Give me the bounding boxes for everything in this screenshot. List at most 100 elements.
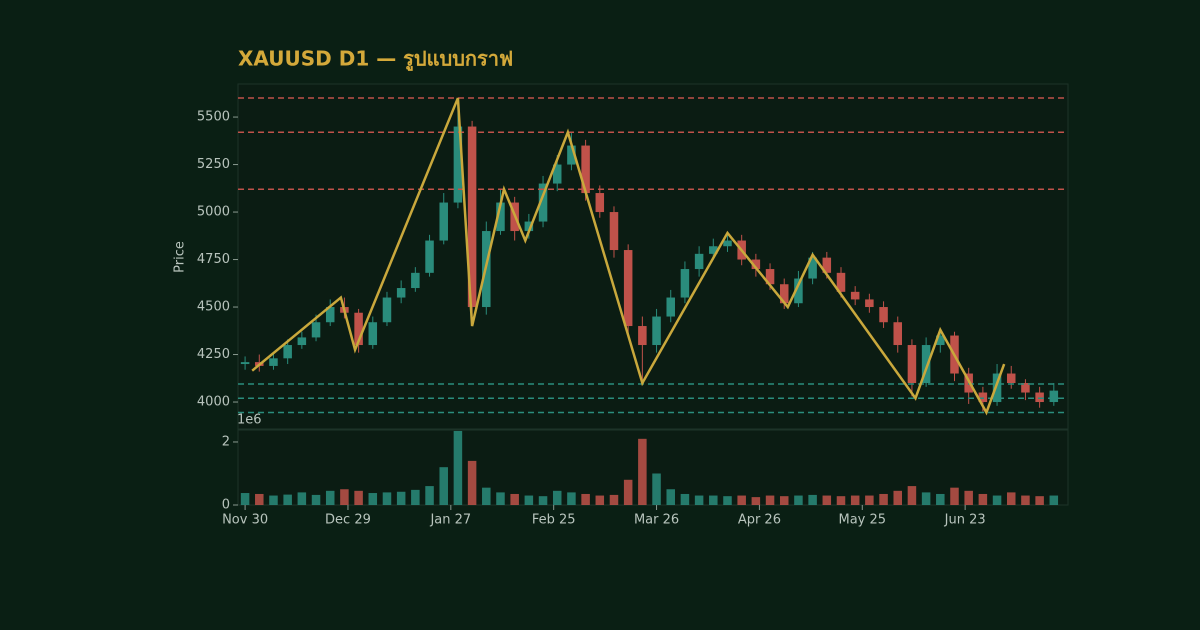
candle-body: [936, 335, 945, 346]
volume-bar: [439, 467, 448, 505]
volume-bar: [822, 495, 832, 505]
volume-bar: [496, 492, 505, 505]
candle-body: [709, 246, 718, 254]
volume-bar: [751, 497, 761, 505]
y-tick-label: 4250: [197, 347, 230, 362]
volume-bar: [325, 490, 335, 505]
x-tick-label: Mar 26: [634, 513, 679, 528]
candle-body: [368, 322, 378, 346]
volume-bar: [552, 490, 562, 505]
candle-body: [283, 345, 292, 359]
candle-body: [992, 373, 1002, 403]
volume-bar: [269, 495, 278, 505]
candle-body: [921, 345, 931, 384]
candle-body: [680, 269, 690, 298]
volume-bar: [936, 493, 945, 505]
x-tick-label: Apr 26: [738, 513, 781, 528]
candle-body: [652, 316, 661, 346]
candle-body: [567, 145, 576, 165]
volume-bar: [425, 486, 434, 505]
volume-bar: [581, 493, 590, 505]
candle-body: [538, 183, 548, 222]
volume-bar: [737, 495, 746, 505]
volume-bar: [638, 438, 647, 505]
candle-body: [311, 322, 321, 338]
volume-bar: [709, 495, 718, 505]
candle-body: [496, 202, 505, 232]
volume-bar: [794, 495, 803, 505]
candle-body: [1006, 373, 1016, 384]
candle-body: [836, 272, 846, 292]
x-tick-label: Jun 23: [944, 513, 986, 528]
volume-bar: [907, 486, 917, 505]
candle-body: [694, 253, 704, 270]
volume-offset-label: 1e6: [237, 413, 262, 428]
volume-bar: [765, 495, 775, 505]
volume-bar: [482, 487, 491, 505]
candle-body: [1035, 392, 1044, 403]
candle-body: [581, 145, 590, 194]
candle-body: [794, 278, 803, 304]
x-tick-label: May 25: [838, 513, 886, 528]
volume-bar: [723, 496, 732, 505]
candle-body: [822, 257, 832, 273]
y-tick-label: 5500: [197, 110, 230, 125]
candle-body: [1049, 390, 1059, 403]
candle-body: [396, 288, 406, 298]
x-tick-label: Dec 29: [325, 513, 371, 528]
volume-bar: [992, 495, 1002, 505]
volume-bar: [850, 495, 860, 505]
volume-bar: [368, 493, 378, 505]
volume-bar: [1049, 495, 1059, 505]
y-tick-label: 4500: [197, 300, 230, 315]
chart-title: XAUUSD D1 — รูปแบบกราฟ: [238, 47, 513, 73]
volume-bar: [595, 495, 605, 505]
volume-bar: [666, 489, 675, 505]
volume-bar: [623, 479, 633, 505]
candle-body: [879, 307, 888, 323]
volume-bar: [694, 495, 704, 505]
candle-body: [467, 126, 477, 308]
volume-bar: [340, 489, 349, 505]
volume-bar: [240, 493, 250, 505]
candle-body: [907, 345, 917, 384]
zigzag-line: [251, 97, 1006, 416]
volume-bar: [893, 490, 902, 505]
volume-bar: [382, 492, 392, 505]
candle-body: [240, 362, 250, 365]
volume-tick-label: 0: [222, 498, 230, 513]
candle-body: [893, 322, 902, 346]
candle-body: [439, 202, 448, 241]
volume-bar: [950, 487, 959, 505]
volume-bar: [652, 473, 661, 505]
volume-bar: [283, 494, 292, 505]
candle-body: [269, 358, 278, 366]
candle-body: [779, 284, 789, 304]
y-tick-label: 5000: [197, 205, 230, 220]
volume-bar: [510, 493, 519, 505]
volume-bar: [808, 494, 817, 505]
candle-body: [978, 392, 988, 403]
y-tick-label: 4750: [197, 252, 230, 267]
candle-body: [850, 291, 860, 300]
volume-bar: [297, 492, 307, 505]
x-tick-label: Jan 27: [429, 513, 471, 528]
candle-body: [552, 164, 562, 184]
volume-bar: [1021, 495, 1030, 505]
volume-bar: [467, 460, 477, 505]
volume-bar: [978, 493, 988, 505]
candle-body: [411, 272, 420, 289]
candle-body: [723, 240, 732, 247]
volume-bar: [567, 492, 576, 505]
candle-body: [623, 250, 633, 327]
volume-bar: [1006, 492, 1016, 505]
y-tick-label: 4000: [197, 395, 230, 410]
volume-bar: [1035, 496, 1044, 505]
price-panel: [237, 83, 1069, 430]
candle-body: [453, 126, 463, 203]
candle-body: [666, 297, 675, 317]
candle-body: [638, 326, 647, 346]
candle-body: [595, 193, 605, 213]
volume-bar: [680, 493, 690, 505]
